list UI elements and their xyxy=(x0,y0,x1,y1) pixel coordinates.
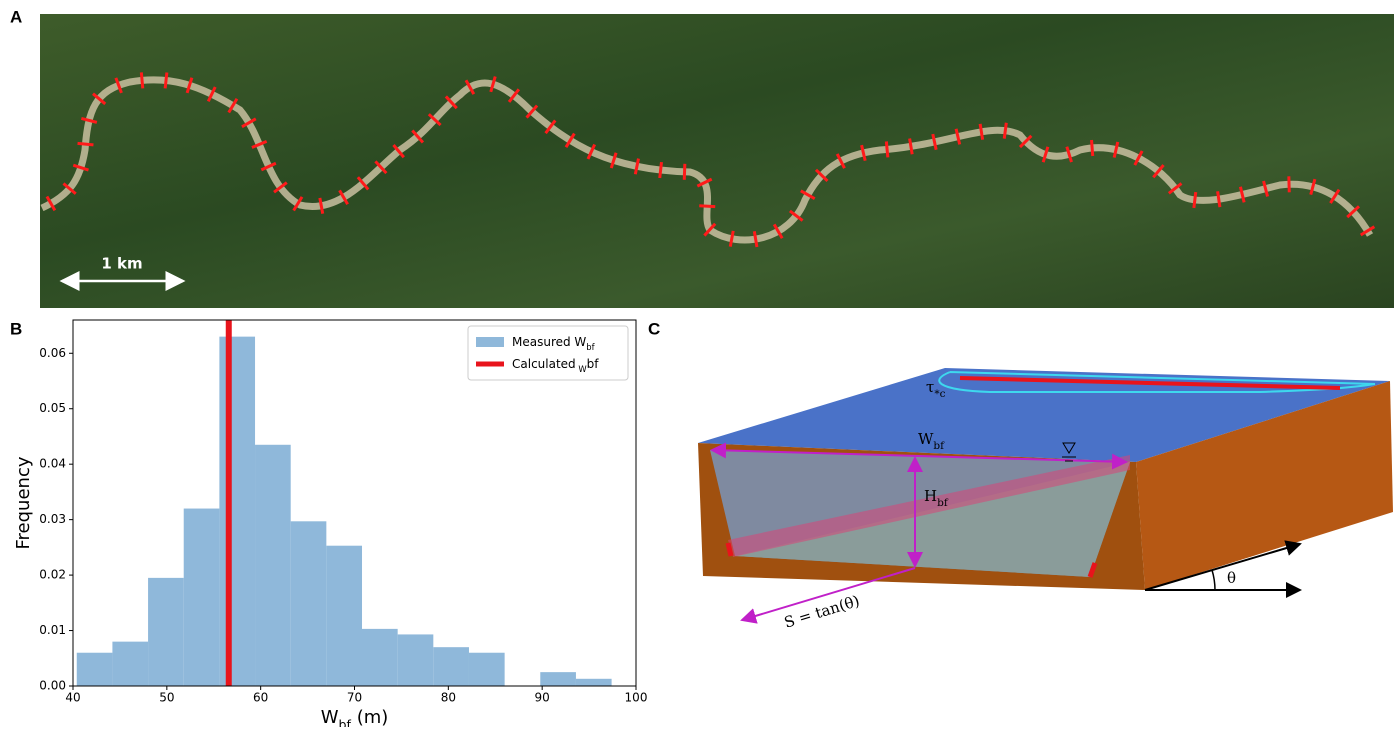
panel-label: C xyxy=(648,319,660,338)
slope-label: S = tan(θ) xyxy=(782,592,862,632)
bar xyxy=(540,672,576,686)
y-tick-label: 0.02 xyxy=(39,568,66,582)
width-tick xyxy=(141,72,142,88)
x-axis-label: Wbf (m) xyxy=(321,707,389,727)
x-tick-label: 60 xyxy=(253,691,268,705)
y-tick-label: 0.04 xyxy=(39,457,66,471)
y-tick-label: 0.00 xyxy=(39,679,66,693)
y-tick-label: 0.01 xyxy=(39,623,66,637)
legend-swatch xyxy=(476,337,504,347)
width-tick xyxy=(684,164,685,180)
x-tick-label: 80 xyxy=(441,691,456,705)
y-tick-label: 0.06 xyxy=(39,346,66,360)
bar xyxy=(291,521,327,686)
x-tick-label: 90 xyxy=(535,691,550,705)
angle-arc xyxy=(1212,570,1215,590)
scale-bar-label: 1 km xyxy=(101,255,142,273)
x-tick-label: 40 xyxy=(65,691,80,705)
figure: A 1 km B 40 50 60 70 80 90 100 0.00 0.01 0.02 0.03… xyxy=(0,0,1399,727)
panel-label: A xyxy=(10,7,22,26)
bar xyxy=(576,679,612,686)
width-tick xyxy=(1194,192,1196,208)
width-tick xyxy=(1004,123,1006,139)
bar xyxy=(398,634,434,686)
bar xyxy=(433,647,469,686)
bar xyxy=(326,546,362,686)
histogram: 40 50 60 70 80 90 100 0.00 0.01 0.02 0.03 0.04 0.05 0… xyxy=(13,320,647,727)
legend-swatch xyxy=(476,362,504,367)
bar xyxy=(219,337,255,686)
x-tick-label: 100 xyxy=(625,691,648,705)
panel-label: B xyxy=(10,319,22,338)
width-tick xyxy=(165,72,167,88)
width-tick xyxy=(886,141,887,157)
bar xyxy=(112,642,148,686)
channel-diagram: Wbf Hbf τ*c S = tan(θ) θ xyxy=(698,368,1393,632)
bar xyxy=(148,578,184,686)
bar xyxy=(362,629,398,686)
satellite-image xyxy=(40,14,1394,308)
x-tick-label: 50 xyxy=(159,691,174,705)
bar xyxy=(77,653,113,686)
width-tick xyxy=(660,162,662,178)
bar xyxy=(184,509,220,686)
bar xyxy=(469,653,505,686)
x-tick-label: 70 xyxy=(347,691,362,705)
y-tick-label: 0.05 xyxy=(39,401,66,415)
angle-label: θ xyxy=(1227,569,1236,587)
bar xyxy=(255,445,291,686)
y-tick-label: 0.03 xyxy=(39,512,66,526)
bank-mark xyxy=(728,543,731,556)
width-tick xyxy=(78,143,94,144)
width-tick xyxy=(1092,140,1093,156)
width-tick xyxy=(699,206,715,207)
y-axis-label: Frequency xyxy=(13,456,34,549)
